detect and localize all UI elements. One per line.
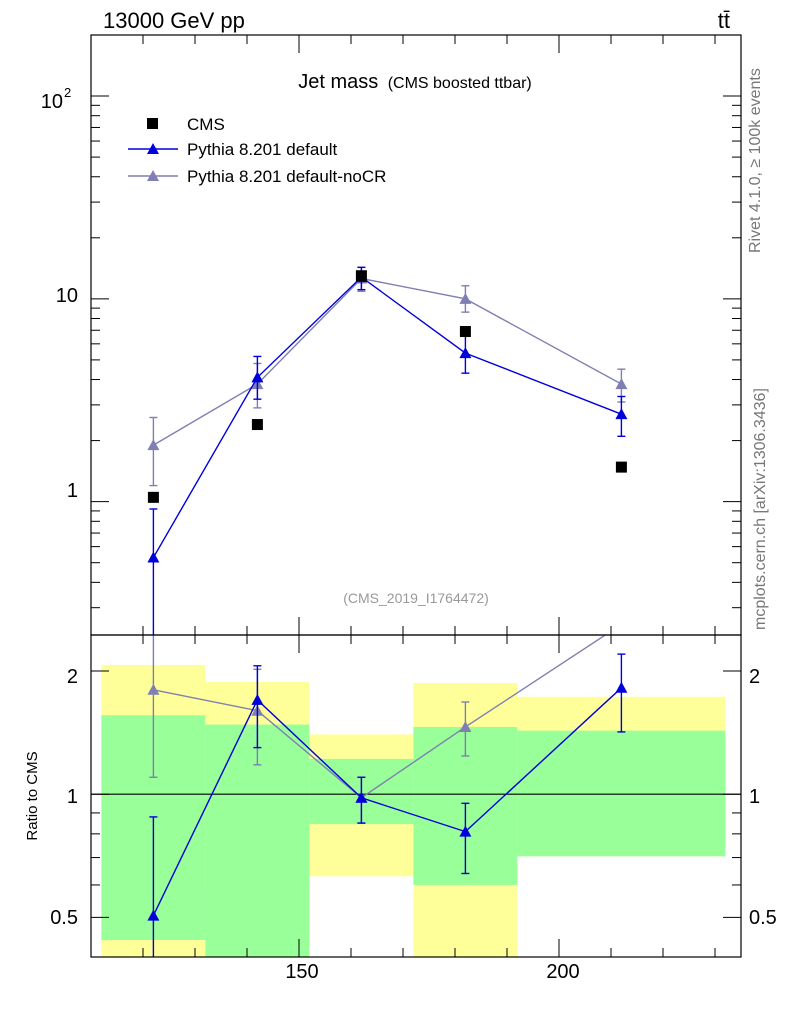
- ratio-point-nocr: [459, 720, 472, 732]
- ratio-point-default: [147, 909, 160, 921]
- main-panel-ticks: [90, 34, 741, 635]
- ratio-ytick-label-1-right: 1: [749, 786, 760, 808]
- analysis-id: (CMS_2019_I1764472): [343, 590, 489, 606]
- data-point-cms: [615, 461, 627, 473]
- ratio-bands: [101, 664, 726, 957]
- data-point-cms: [147, 491, 159, 503]
- data-point-default: [147, 551, 160, 563]
- legend-label-nocr: Pythia 8.201 default-noCR: [187, 167, 386, 186]
- ratio-ytick-label-05-right: 0.5: [749, 907, 777, 929]
- legend: CMS Pythia 8.201 default Pythia 8.201 de…: [128, 115, 386, 186]
- data-point-cms: [355, 270, 367, 282]
- rivet-label: Rivet 4.1.0, ≥ 100k events: [747, 68, 764, 253]
- ratio-point-default: [459, 825, 472, 837]
- xtick-label-200: 200: [546, 961, 579, 983]
- legend-marker-default: [147, 143, 159, 154]
- data-point-nocr: [459, 292, 472, 304]
- series-line-default: [152, 276, 622, 558]
- series-line-nocr: [153, 277, 622, 446]
- chart-title: Jet mass: [298, 71, 378, 93]
- ratio-panel-frame: [90, 634, 742, 958]
- chart-subtitle: (CMS boosted ttbar): [388, 75, 532, 92]
- ratio-band-green: [517, 730, 726, 857]
- ratio-ytick-label-1: 1: [67, 786, 78, 808]
- ratio-ytick-label-2-right: 2: [749, 666, 760, 688]
- data-point-cms: [251, 419, 263, 431]
- mcplots-label: mcplots.cern.ch [arXiv:1306.3436]: [752, 388, 769, 630]
- collision-label: 13000 GeV pp: [103, 8, 245, 33]
- chart-title-group: Jet mass (CMS boosted ttbar): [298, 71, 532, 93]
- legend-marker-nocr: [147, 170, 159, 181]
- data-point-default: [459, 347, 472, 359]
- main-data-layer: [147, 266, 628, 635]
- ratio-ylabel: Ratio to CMS: [24, 751, 41, 840]
- ratio-data-layer: [147, 635, 628, 957]
- main-ytick-label-100-base: 10: [41, 91, 63, 113]
- data-point-default: [251, 371, 264, 383]
- ratio-point-default: [355, 791, 368, 803]
- data-point-nocr: [147, 439, 160, 451]
- ratio-ytick-label-05: 0.5: [50, 907, 78, 929]
- main-ytick-label-100-exp: 2: [64, 85, 71, 100]
- main-ytick-label-1: 1: [67, 480, 78, 502]
- ratio-ytick-label-2: 2: [67, 666, 78, 688]
- process-label: tt̄: [718, 8, 730, 33]
- data-point-default: [615, 408, 628, 420]
- ratio-point-default: [251, 693, 264, 705]
- data-point-cms: [459, 326, 471, 338]
- ratio-point-default: [615, 681, 628, 693]
- ratio-point-nocr: [147, 683, 160, 695]
- main-ytick-label-10: 10: [56, 285, 78, 307]
- legend-label-cms: CMS: [187, 115, 225, 134]
- data-point-nocr: [615, 378, 628, 390]
- ratio-data-clipped: [147, 635, 628, 957]
- legend-marker-cms: [147, 118, 158, 129]
- xtick-label-150: 150: [285, 961, 318, 983]
- legend-label-default: Pythia 8.201 default: [187, 140, 338, 159]
